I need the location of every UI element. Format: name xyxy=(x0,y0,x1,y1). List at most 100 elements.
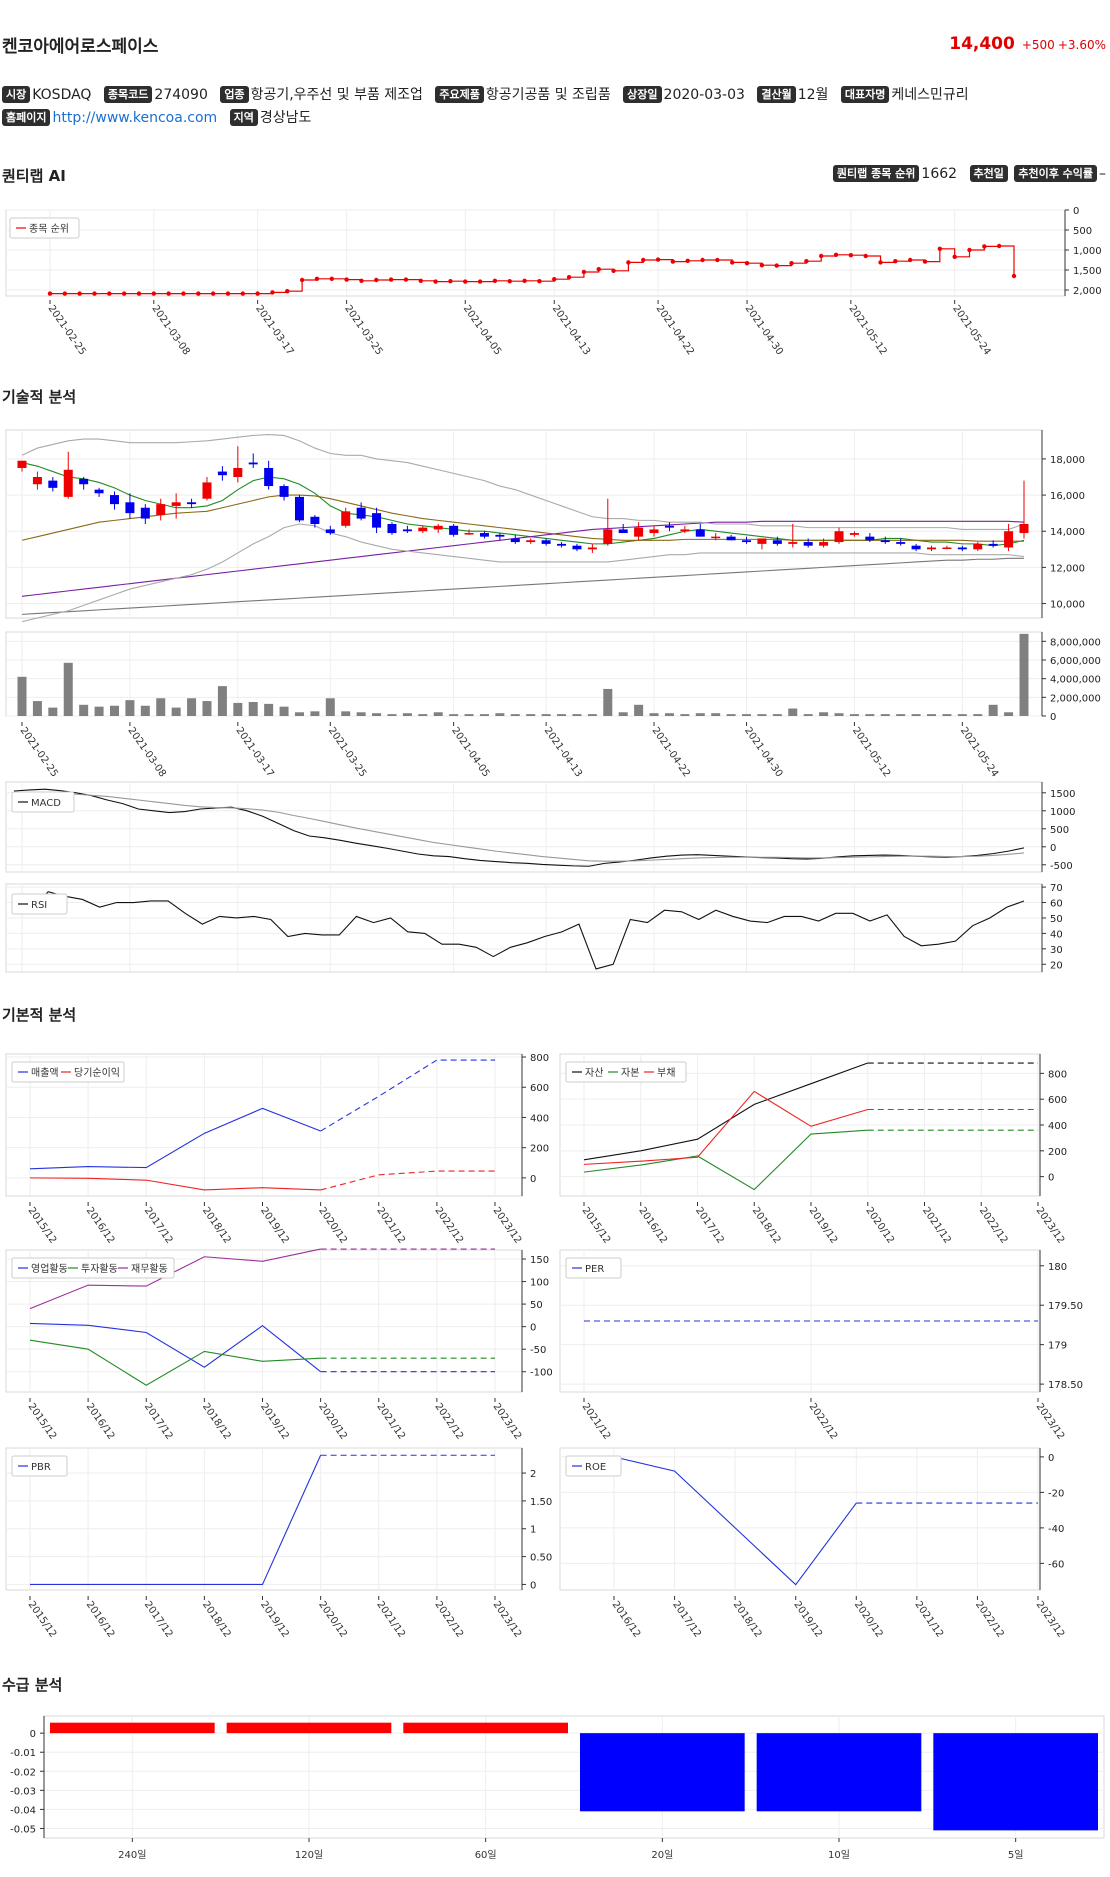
fund-balance-x-tick-label: 2021/12 xyxy=(920,1205,953,1245)
rank-point xyxy=(210,291,216,296)
candle-body xyxy=(988,543,998,546)
volume-bar xyxy=(510,714,520,716)
fund-per-legend-label: PER xyxy=(585,1264,604,1275)
rsi-legend-label: RSI xyxy=(31,900,47,911)
candle-body xyxy=(695,529,705,537)
volume-bar xyxy=(79,704,89,716)
fund-cashflow-y-tick-label: -50 xyxy=(530,1345,546,1356)
fund-per-y-tick-label: 178.50 xyxy=(1048,1380,1083,1391)
macd-legend-label: MACD xyxy=(31,798,61,809)
candle-body xyxy=(171,502,181,506)
candle-body xyxy=(294,496,304,521)
rsi-line xyxy=(13,891,1025,970)
fund-pbr-plot-frame xyxy=(5,1447,523,1591)
rank-point xyxy=(344,277,349,282)
volume-bar xyxy=(341,711,351,716)
rank-point xyxy=(388,277,394,282)
volume-bar xyxy=(834,713,844,716)
volume-bar xyxy=(94,706,104,716)
flow-x-tick-label: 240일 xyxy=(118,1849,146,1861)
macd-y-tick-label: -500 xyxy=(1050,861,1073,872)
candle-body xyxy=(402,529,412,532)
candle-body xyxy=(896,542,906,544)
rank-point xyxy=(121,291,127,296)
candle-body xyxy=(63,469,73,497)
rank-point xyxy=(537,279,542,284)
candle-body xyxy=(572,545,582,550)
info-product: 항공기공품 및 조립품 xyxy=(485,87,611,103)
rank-point xyxy=(403,277,409,282)
fund-income-legend-label: 당기순이익 xyxy=(74,1067,120,1079)
volume-bar xyxy=(433,712,443,716)
candle-body xyxy=(557,543,567,546)
fund-pbr-x-tick-label: 2018/12 xyxy=(200,1599,233,1639)
volume-y-tick-label: 0 xyxy=(1050,712,1056,723)
rank-x-tick-label: 2021-04-05 xyxy=(461,303,503,357)
volume-bar xyxy=(896,714,906,716)
stock-name: 켄코아에어로스페이스 xyxy=(2,37,159,57)
price-y-tick-label: 10,000 xyxy=(1050,600,1085,611)
rank-y-tick-label: 1,500 xyxy=(1073,266,1102,277)
flow-y-tick-label: -0.05 xyxy=(10,1824,36,1835)
info-tag-industry: 업종 xyxy=(220,86,249,103)
fund-roe-y-tick-label: -20 xyxy=(1048,1488,1064,1499)
rank-point xyxy=(47,291,53,296)
candle-body xyxy=(418,527,428,532)
fund-roe-x-tick-label: 2016/12 xyxy=(610,1599,643,1639)
volume-bar xyxy=(587,714,597,716)
info-industry: 항공기,우주선 및 부품 제조업 xyxy=(250,87,423,103)
rank-point xyxy=(566,275,572,280)
flow-bar xyxy=(403,1722,568,1734)
fund-roe-y-tick-label: -40 xyxy=(1048,1524,1064,1535)
rank-point xyxy=(878,260,883,265)
rank-legend-label: 종목 순위 xyxy=(29,222,69,235)
candle-body xyxy=(510,538,520,543)
ai-rec-return-tag: 추천이후 수익률 xyxy=(1014,165,1097,182)
volume-bar xyxy=(479,714,489,716)
candle-body xyxy=(880,540,890,543)
fund-cashflow-x-tick-label: 2015/12 xyxy=(26,1401,59,1441)
ai-rank-value: 1662 xyxy=(921,166,958,182)
volume-bar xyxy=(849,714,859,716)
flow-x-tick-label: 5일 xyxy=(1008,1849,1024,1861)
fund-income-x-tick-label: 2023/12 xyxy=(491,1205,524,1245)
rank-point xyxy=(907,257,913,263)
volume-bar xyxy=(711,713,721,716)
candle-body xyxy=(94,489,104,494)
volume-y-tick-label: 4,000,000 xyxy=(1050,675,1101,686)
rsi-legend-box xyxy=(11,893,68,915)
volume-bar xyxy=(418,714,428,716)
fund-income-x-tick-label: 2020/12 xyxy=(316,1205,349,1245)
fund-balance-series-actual xyxy=(583,1090,868,1165)
volume-bar xyxy=(1004,712,1014,716)
fund-cashflow-y-tick-label: -100 xyxy=(530,1368,553,1379)
flow-y-tick-label: -0.04 xyxy=(10,1805,36,1816)
fund-cashflow-series-actual xyxy=(29,1339,321,1386)
price-plot-frame xyxy=(5,429,1043,619)
fund-income-y-tick-label: 0 xyxy=(530,1174,536,1185)
macd-y-tick-label: 1000 xyxy=(1050,807,1075,818)
candle-body xyxy=(449,525,459,535)
fund-roe-x-tick-label: 2021/12 xyxy=(912,1599,945,1639)
fund-balance-legend-label: 부채 xyxy=(657,1067,675,1079)
candle-body xyxy=(664,525,674,528)
fund-roe-x-tick-label: 2020/12 xyxy=(852,1599,885,1639)
rsi-y-tick-label: 30 xyxy=(1050,945,1063,956)
fund-per-x-tick-label: 2022/12 xyxy=(807,1401,840,1441)
rank-y-tick-label: 2,000 xyxy=(1073,286,1102,297)
rank-x-tick-label: 2021-04-22 xyxy=(654,303,696,357)
volume-bar xyxy=(156,698,166,716)
fund-cashflow-series-actual xyxy=(29,1322,321,1373)
flow-bar xyxy=(933,1733,1098,1831)
fund-cashflow-legend-label: 영업활동 xyxy=(31,1262,68,1275)
fund-income-x-tick-label: 2017/12 xyxy=(142,1205,175,1245)
rank-point xyxy=(626,260,631,265)
volume-bar xyxy=(187,698,197,716)
candle-body xyxy=(849,533,859,535)
candle-body xyxy=(32,477,42,485)
price-change: +500 xyxy=(1021,38,1055,52)
homepage-link[interactable]: http://www.kencoa.com xyxy=(52,110,218,126)
rank-point xyxy=(967,247,972,253)
fund-income-x-tick-label: 2015/12 xyxy=(26,1205,59,1245)
fund-income-y-tick-label: 400 xyxy=(530,1113,549,1124)
